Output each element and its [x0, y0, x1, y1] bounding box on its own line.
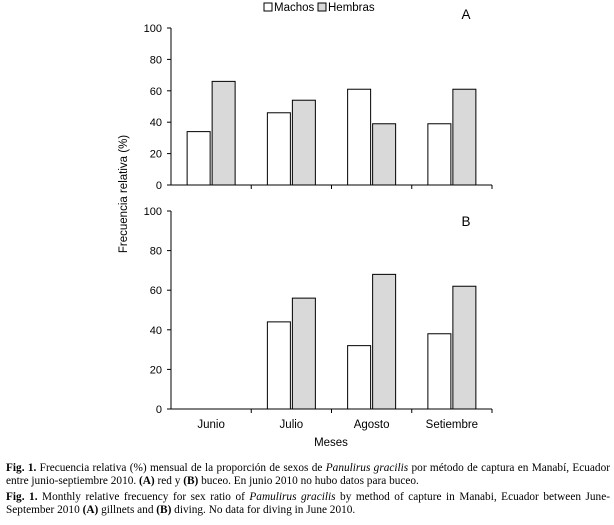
- bar-machos-julio: [266, 112, 291, 186]
- caption-en-text-1: Monthly relative frecuency for sex ratio…: [37, 491, 250, 503]
- panel-a: 0 20 40 60 80 100 A: [144, 7, 493, 192]
- caption-es-text-2: por método de captura en Manabí, Ecuador…: [6, 462, 610, 487]
- caption-en-b-label: (B): [156, 504, 172, 516]
- caption-en: Fig. 1. Monthly relative frecuency for s…: [6, 491, 610, 517]
- chart-figure: Machos Hembras Frecuencia relativa (%) M…: [118, 2, 493, 449]
- bar-machos-agosto: [347, 345, 372, 410]
- caption-es: Fig. 1. Frecuencia relativa (%) mensual …: [6, 462, 610, 488]
- bar-hembras-setiembre: [452, 88, 477, 186]
- caption-en-label: Fig. 1.: [6, 491, 38, 503]
- bar-machos-setiembre: [427, 123, 452, 186]
- bar-hembras-agosto: [372, 273, 397, 410]
- panel-label: A: [461, 7, 470, 22]
- caption-es-text-4: buceo. En junio 2010 no hubo datos para …: [198, 475, 419, 487]
- y-tick-label: 60: [150, 86, 162, 98]
- x-tick-label: Junio: [197, 419, 225, 431]
- y-tick-label: 40: [150, 325, 162, 337]
- caption-es-a-label: (A): [139, 475, 155, 487]
- bar-machos-junio: [186, 131, 211, 186]
- x-tick-label: Julio: [280, 419, 304, 431]
- legend-swatch-machos: [263, 2, 273, 12]
- caption-es-text-3: red y: [154, 475, 184, 487]
- bar-machos-setiembre: [427, 333, 452, 410]
- caption-es-label: Fig. 1.: [6, 462, 37, 474]
- caption-en-text-4: diving. No data for diving in June 2010.: [171, 504, 356, 516]
- y-tick-label: 20: [150, 149, 162, 161]
- x-axis-label: Meses: [314, 437, 348, 449]
- panel-b: 0 20 40 60 80 100 Junio Julio Agosto Setiembre B: [144, 206, 493, 431]
- caption-en-a-label: (A): [82, 504, 99, 516]
- x-tick-label: Setiembre: [426, 419, 478, 431]
- y-tick-label: 0: [156, 404, 162, 416]
- caption-en-text-3: gillnets and: [98, 504, 157, 516]
- caption-en-text-2: by method of capture in Manabi, Ecuador …: [6, 491, 610, 516]
- legend-label-machos: Machos: [274, 2, 315, 14]
- bar-hembras-junio: [211, 80, 236, 186]
- bar-hembras-julio: [291, 99, 316, 186]
- bar-hembras-agosto: [372, 123, 397, 186]
- y-tick-label: 80: [150, 246, 162, 258]
- y-tick-label: 100: [144, 206, 162, 218]
- bar-hembras-julio: [291, 297, 316, 410]
- bar-hembras-setiembre: [452, 285, 477, 410]
- y-tick-label: 40: [150, 117, 162, 129]
- y-tick-label: 80: [150, 54, 162, 66]
- panel-label: B: [461, 214, 470, 229]
- y-tick-label: 20: [150, 364, 162, 376]
- y-axis-label: Frecuencia relativa (%): [118, 135, 130, 253]
- x-tick-label: Agosto: [354, 419, 390, 431]
- caption-es-text-1: Frecuencia relativa (%) mensual de la pr…: [36, 462, 326, 474]
- y-tick-label: 0: [156, 180, 162, 192]
- chart-panels: 0 20 40 60 80 100 A 0 20 40 60 80 100 Junio Julio Agost…: [144, 7, 493, 431]
- caption-es-species: Panulirus gracilis: [325, 462, 409, 474]
- bar-machos-julio: [266, 321, 291, 410]
- legend-swatch-hembras: [317, 2, 327, 12]
- legend: Machos Hembras: [263, 2, 375, 14]
- caption-en-species: Pamulirus gracilis: [249, 491, 336, 503]
- y-tick-label: 100: [144, 23, 162, 35]
- legend-label-hembras: Hembras: [328, 2, 375, 14]
- y-tick-label: 60: [150, 285, 162, 297]
- caption-es-b-label: (B): [183, 475, 199, 487]
- bar-machos-agosto: [347, 88, 372, 186]
